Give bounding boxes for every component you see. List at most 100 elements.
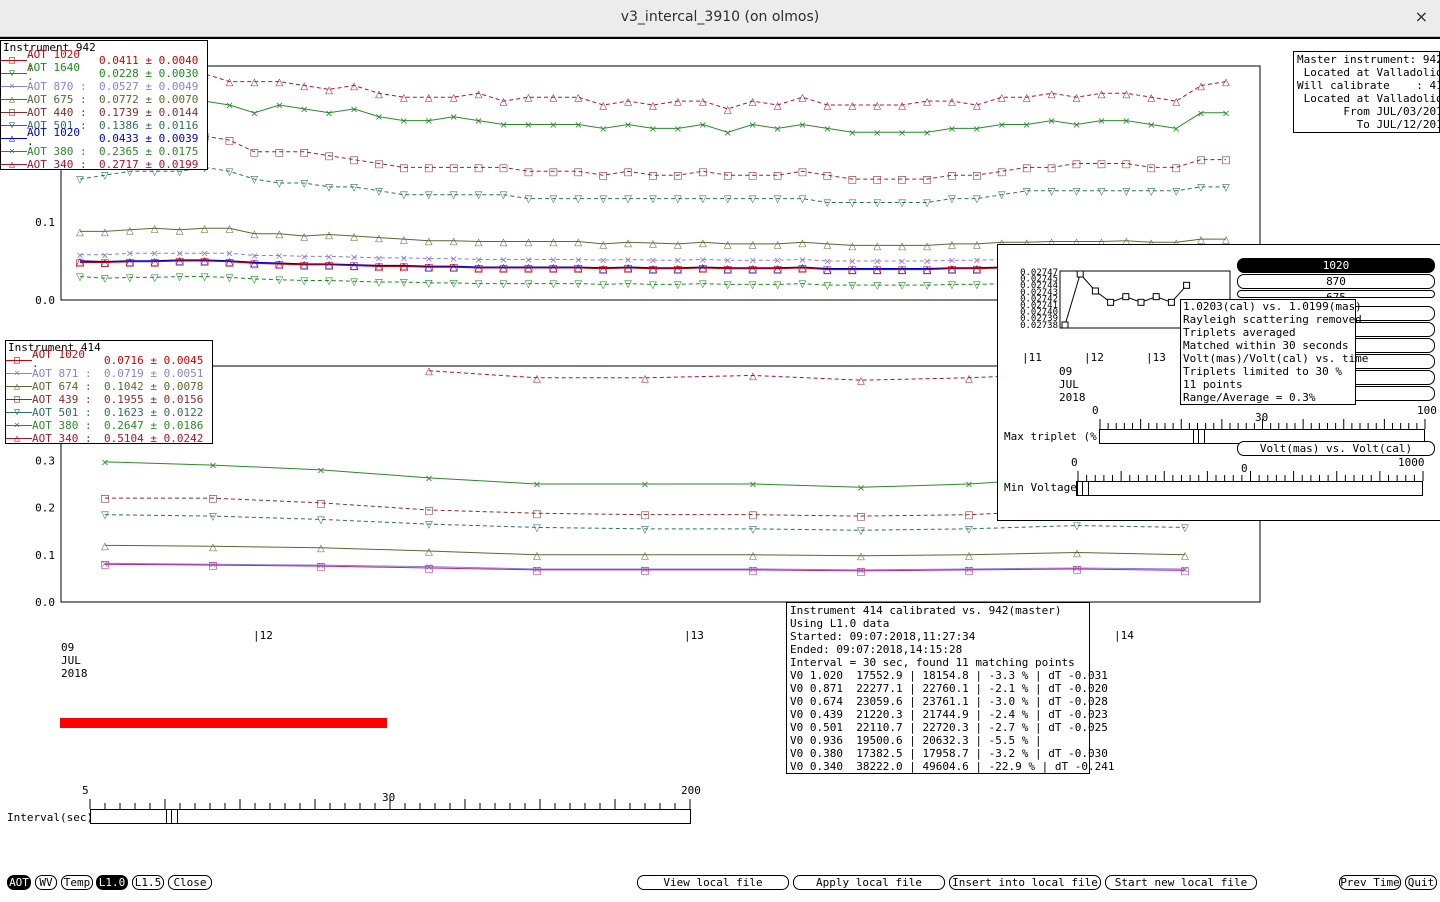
apply-local-file-button[interactable]: Apply local file: [793, 875, 945, 890]
mini-data-point: [1122, 293, 1130, 301]
data-point: ▽: [574, 194, 582, 205]
temp-button[interactable]: Temp: [61, 875, 93, 890]
master-legend-entry: △ AOT 675 : 0.0772 ± 0.0070: [1, 93, 207, 106]
data-point: ×: [524, 120, 532, 131]
master-legend-label: AOT 675 :: [27, 93, 87, 106]
wavelength-button-675[interactable]: 675: [1237, 290, 1435, 298]
data-point: ×: [1172, 124, 1180, 135]
data-point: ▽: [300, 179, 308, 190]
data-point: △: [923, 241, 931, 252]
data-point: △: [824, 101, 832, 112]
interval-min-label: 5: [82, 784, 89, 797]
data-point: ×: [151, 249, 159, 260]
data-point: ×: [275, 101, 283, 112]
data-point: △: [873, 101, 881, 112]
min-voltage-slider-thumb[interactable]: [1077, 481, 1089, 496]
data-point: ▽: [176, 167, 184, 178]
cal-legend-glyph: △: [6, 432, 32, 445]
ratio-mode-button[interactable]: Volt(mas) vs. Volt(cal): [1237, 441, 1435, 456]
cal-legend-entry: × AOT 871 : 0.0719 ± 0.0051: [6, 367, 212, 380]
data-point: ▽: [799, 279, 807, 290]
data-point: △: [699, 97, 707, 108]
series-line: [79, 73, 1227, 110]
data-point: ×: [375, 253, 383, 264]
quit-button[interactable]: Quit: [1405, 875, 1437, 890]
interval-slider[interactable]: [90, 809, 691, 824]
data-point: ▽: [923, 198, 931, 209]
data-point: △: [824, 239, 832, 250]
tooltip-line: 11 points: [1183, 378, 1243, 391]
data-point: △: [425, 236, 433, 247]
data-point: □: [100, 494, 109, 505]
y-tick-label: 0.0: [35, 596, 55, 609]
data-point: □: [316, 498, 325, 509]
data-point: ×: [375, 112, 383, 123]
data-point: △: [151, 224, 159, 235]
series-line: [79, 166, 1226, 203]
data-point: ▽: [857, 526, 865, 537]
cal-legend-label: AOT 380 :: [32, 419, 92, 432]
data-point: □: [574, 264, 583, 275]
cal-legend-label: AOT 871 :: [32, 367, 92, 380]
data-point: △: [101, 227, 109, 238]
data-point: ▽: [325, 182, 333, 193]
cal-legend-value: 0.0719 ± 0.0051: [104, 367, 204, 380]
data-point: △: [749, 371, 757, 382]
cal-legend-value: 0.2647 ± 0.0186: [104, 419, 204, 432]
prev-time-button[interactable]: Prev Time: [1339, 875, 1401, 890]
data-point: △: [201, 224, 209, 235]
wavelength-button-870[interactable]: 870: [1237, 274, 1435, 289]
data-point: ▽: [1197, 182, 1205, 193]
data-point: ▽: [749, 280, 757, 291]
master-legend-value: 0.0433 ± 0.0039: [99, 132, 199, 145]
data-point: △: [325, 85, 333, 96]
data-point: ▽: [450, 190, 458, 201]
data-point: □: [723, 264, 732, 275]
data-point: △: [450, 93, 458, 104]
master-legend: Instrument 942 □ AOT 1020 :0.0411 ± 0.004…: [0, 40, 208, 171]
data-point: □: [640, 565, 649, 576]
data-point: ×: [873, 128, 881, 139]
data-point: △: [209, 542, 217, 553]
min-voltage-label: Min Voltage: [1004, 481, 1077, 494]
data-point: □: [424, 263, 433, 274]
close-button[interactable]: Close: [168, 875, 212, 890]
wavelength-button-1020[interactable]: 1020: [1237, 258, 1435, 273]
view-local-file-button[interactable]: View local file: [637, 875, 789, 890]
data-point: ×: [823, 257, 831, 268]
data-point: ▽: [699, 194, 707, 205]
data-point: ▽: [226, 273, 234, 284]
ratio-tooltip: 1.0203(cal) vs. 1.0199(mas) Rayleigh scat…: [1180, 299, 1368, 405]
close-window-icon[interactable]: ×: [1414, 7, 1428, 26]
l10-button[interactable]: L1.0: [96, 875, 128, 890]
data-point: △: [350, 81, 358, 92]
cal-legend-entry: × AOT 380 : 0.2647 ± 0.0186: [6, 419, 212, 432]
data-point: □: [748, 171, 757, 182]
min-voltage-slider[interactable]: [1076, 481, 1423, 496]
data-point: ×: [624, 120, 632, 131]
tooltip-line: 1.0203(cal) vs. 1.0199(mas): [1183, 300, 1362, 313]
data-point: △: [641, 550, 649, 561]
master-legend-entry: ▽ AOT 501 : 0.1386 ± 0.0116: [1, 119, 207, 132]
data-point: △: [525, 237, 533, 248]
data-point: △: [450, 236, 458, 247]
data-point: ×: [499, 120, 507, 131]
data-point: △: [649, 239, 657, 250]
cal-legend-label: AOT 674 :: [32, 380, 92, 393]
wv-button[interactable]: WV: [35, 875, 57, 890]
data-point: □: [532, 565, 541, 576]
master-plot-frame: [60, 65, 1261, 301]
data-point: ▽: [76, 175, 84, 186]
mini-day-12: |12: [1084, 351, 1104, 364]
start-local-file-button[interactable]: Start new local file: [1105, 875, 1257, 890]
data-point: ×: [873, 257, 881, 268]
master-info-line: Will calibrate : 414: [1297, 79, 1440, 92]
data-point: △: [325, 230, 333, 241]
interval-slider-thumb[interactable]: [166, 809, 178, 824]
data-point: ▽: [325, 276, 333, 287]
data-point: ▽: [275, 275, 283, 286]
max-triplet-slider-thumb[interactable]: [1193, 429, 1205, 444]
aot-button[interactable]: AOT: [7, 875, 31, 890]
insert-local-file-button[interactable]: Insert into local file: [949, 875, 1101, 890]
l15-button[interactable]: L1.5: [132, 875, 164, 890]
